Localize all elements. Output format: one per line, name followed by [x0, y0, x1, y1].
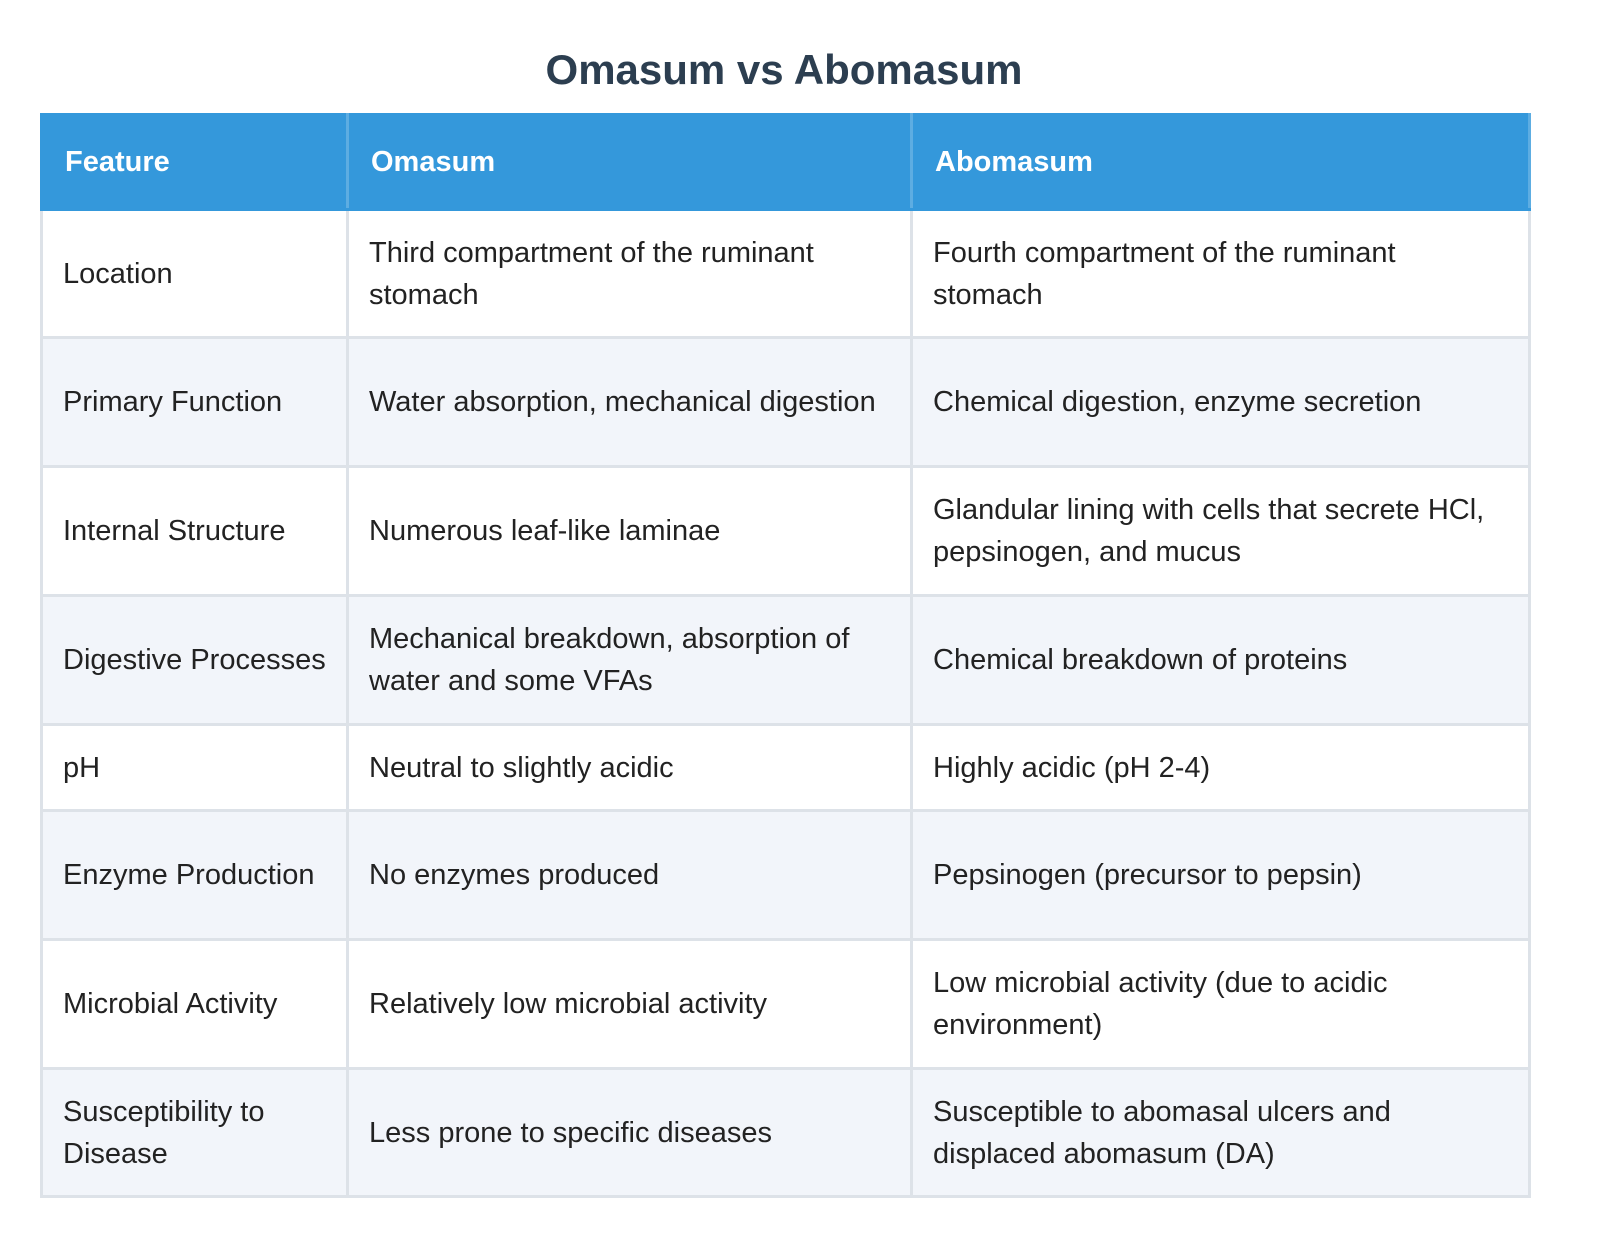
table-row: Location Third compartment of the ruminan…	[40, 208, 1531, 339]
table-cell: Microbial Activity	[40, 938, 349, 1070]
table-row: Digestive Processes Mechanical breakdown,…	[40, 594, 1531, 726]
table-row: Primary Function Water absorption, mechan…	[40, 336, 1531, 468]
table-cell: pH	[40, 723, 349, 812]
title: Omasum vs Abomasum	[545, 46, 1023, 93]
table-cell: Numerous leaf-like laminae	[346, 465, 913, 597]
table-cell: Relatively low microbial activity	[346, 938, 913, 1070]
table-cell: Third compartment of the ruminant stomac…	[346, 208, 913, 339]
table-cell: Enzyme Production	[40, 809, 349, 941]
table-row: Enzyme Production No enzymes produced Peps…	[40, 809, 1531, 941]
table-body: Location Third compartment of the ruminan…	[40, 208, 1531, 1198]
table-cell: Water absorption, mechanical digestion	[346, 336, 913, 468]
table-cell: Chemical digestion, enzyme secretion	[910, 336, 1531, 468]
table-row: Internal Structure Numerous leaf-like lam…	[40, 465, 1531, 597]
table-cell: Glandular lining with cells that secrete…	[910, 465, 1531, 597]
table-cell: Chemical breakdown of proteins	[910, 594, 1531, 726]
table-cell: Susceptible to abomasal ulcers and displ…	[910, 1067, 1531, 1198]
table-cell: Internal Structure	[40, 465, 349, 597]
table-cell: Low microbial activity (due to acidic en…	[910, 938, 1531, 1070]
column-header: Abomasum	[910, 113, 1531, 211]
comparison-table: Feature Omasum Abomasum Location Third comp…	[40, 113, 1531, 1198]
table-cell: No enzymes produced	[346, 809, 913, 941]
table-cell: Primary Function	[40, 336, 349, 468]
header-row: Feature Omasum Abomasum	[40, 113, 1531, 211]
table-cell: Neutral to slightly acidic	[346, 723, 913, 812]
table-cell: Susceptibility to Disease	[40, 1067, 349, 1198]
table-cell: Location	[40, 208, 349, 339]
table-row: Microbial Activity Relatively low microbi…	[40, 938, 1531, 1070]
table-cell: Fourth compartment of the ruminant stoma…	[910, 208, 1531, 339]
table-cell: Mechanical breakdown, absorption of wate…	[346, 594, 913, 726]
table-row: pH Neutral to slightly acidic Highly acidi…	[40, 723, 1531, 812]
column-header: Omasum	[346, 113, 913, 211]
table-cell: Less prone to specific diseases	[346, 1067, 913, 1198]
table-row: Susceptibility to Disease Less prone to s…	[40, 1067, 1531, 1198]
table-cell: Highly acidic (pH 2-4)	[910, 723, 1531, 812]
table-cell: Digestive Processes	[40, 594, 349, 726]
table-cell: Pepsinogen (precursor to pepsin)	[910, 809, 1531, 941]
column-header: Feature	[40, 113, 349, 211]
